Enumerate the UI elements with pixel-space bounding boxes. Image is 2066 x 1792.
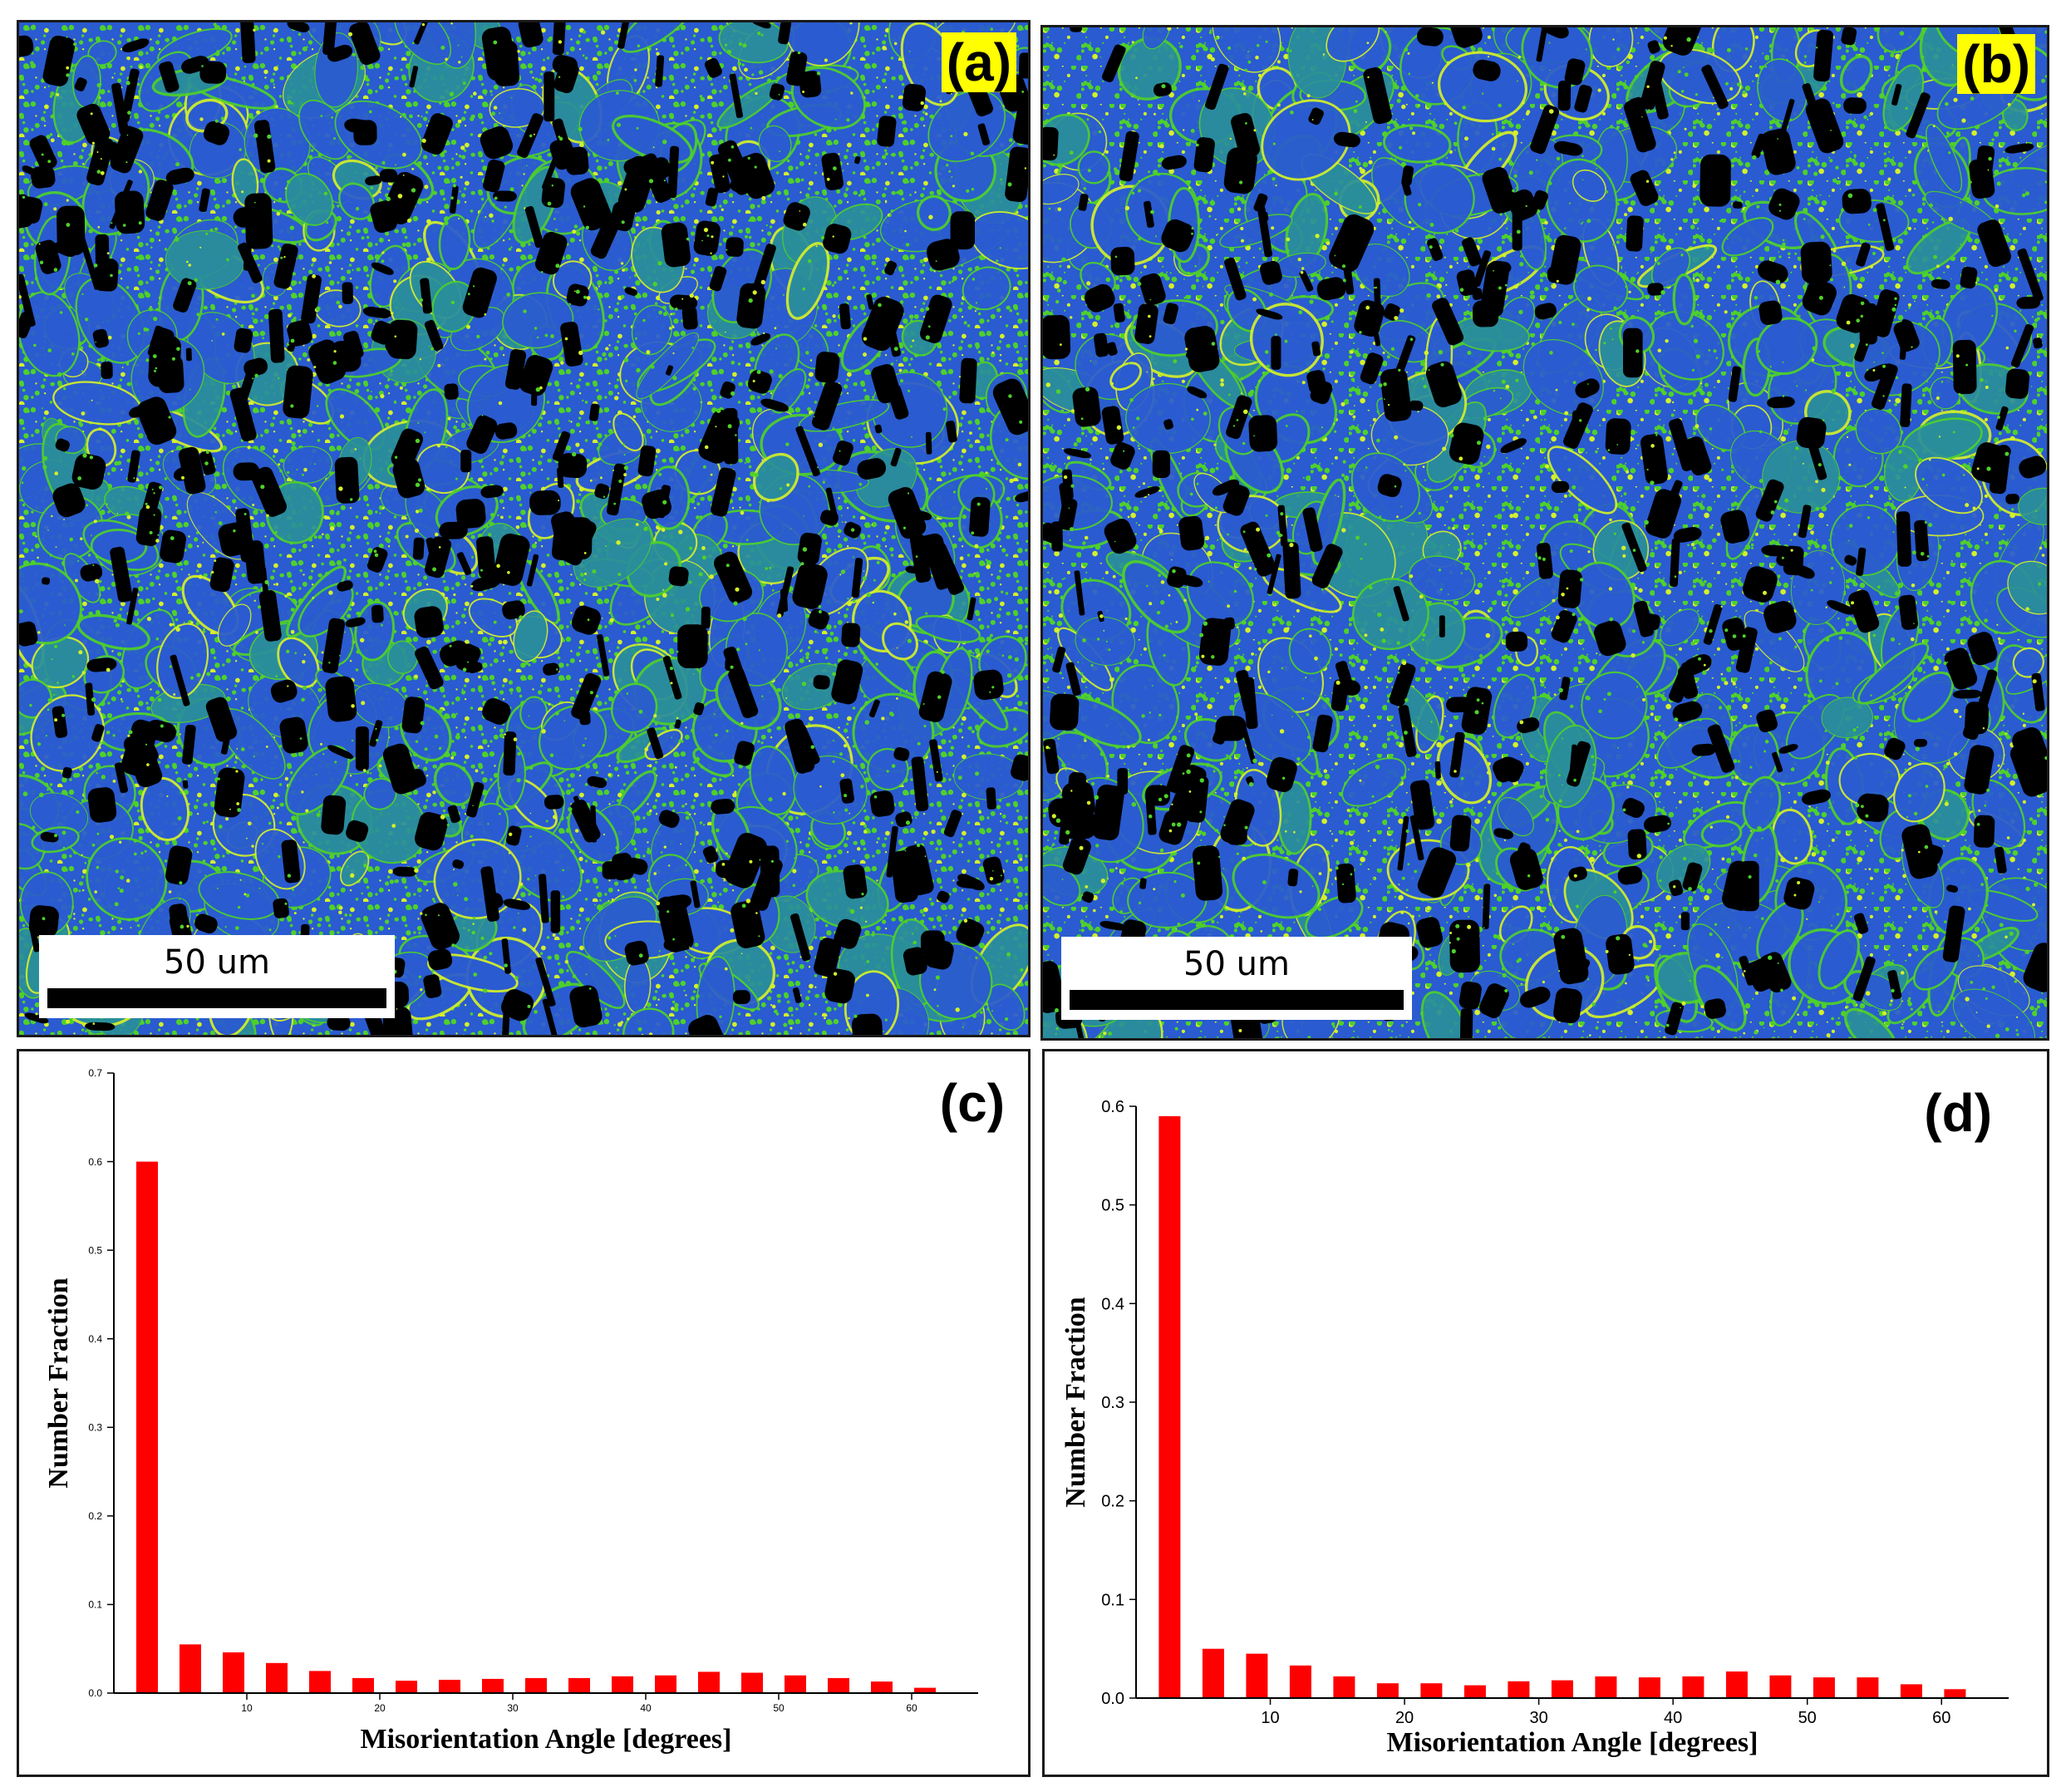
bar [266,1662,288,1693]
x-tick-label: 40 [1664,1709,1682,1727]
bar [1725,1671,1748,1698]
ebsd-map-panel-a: (a) 50 um [17,20,1031,1037]
x-tick-label: 30 [507,1702,519,1714]
bar [1944,1689,1966,1698]
y-tick-label: 0.6 [1101,1098,1124,1116]
x-tick-label: 40 [640,1702,652,1714]
y-tick-label: 0.6 [88,1156,102,1168]
x-axis-title: Misorientation Angle [degrees] [361,1724,732,1755]
bar [223,1652,244,1693]
void-layer [19,22,1028,1035]
x-tick-label: 20 [1395,1709,1414,1727]
x-tick-label: 60 [1932,1709,1950,1727]
bar [180,1644,201,1693]
scale-bar-label-a: 50 um [164,943,270,982]
bar [352,1677,374,1693]
bar [785,1675,806,1693]
bar [1463,1685,1486,1698]
bar [1333,1676,1355,1698]
x-tick-label: 50 [1798,1709,1817,1727]
bar [568,1677,590,1693]
histogram-panel-d: 0.0 0.1 0.2 0.3 0.4 0.5 0.6 10 20 30 40 50 60 Misorie… [1042,1049,2049,1777]
bar [914,1687,936,1693]
histogram-panel-c: 0.0 0.1 0.2 0.3 0.4 0.5 0.6 0.7 10 20 30 40 50 60 Miso… [17,1049,1031,1777]
x-tick-label: 10 [1261,1709,1279,1727]
panel-label-a: (a) [941,32,1016,92]
histogram-chart-d: 0.0 0.1 0.2 0.3 0.4 0.5 0.6 10 20 30 40 50 60 Misorie… [1060,1098,2009,1758]
y-axis-title: Number Fraction [43,1278,74,1488]
y-tick-label: 0.4 [1101,1295,1124,1313]
y-tick-label: 0.4 [88,1333,102,1345]
scale-bar-line-a [47,988,386,1008]
y-tick-label: 0.1 [1101,1591,1124,1609]
panel-label-c: (c) [939,1073,1005,1133]
y-tick-label: 0.1 [88,1599,102,1611]
bars [1158,1115,1966,1698]
bar [655,1675,676,1693]
y-tick-label: 0.2 [88,1510,102,1522]
bars [136,1161,936,1693]
bar [1769,1675,1792,1698]
x-tick-label: 20 [374,1702,386,1714]
y-tick-label: 0.0 [1101,1690,1124,1708]
bar [612,1676,633,1693]
boundary-speckle-layer [19,22,1028,1035]
bar [309,1671,331,1693]
bar [439,1680,460,1693]
bar [1638,1677,1660,1698]
bar [1682,1676,1704,1698]
histogram-chart-c: 0.0 0.1 0.2 0.3 0.4 0.5 0.6 0.7 10 20 30 40 50 60 Miso… [43,1067,978,1755]
x-tick-label: 60 [906,1702,917,1714]
bar [136,1161,158,1693]
bar [1246,1653,1268,1698]
ebsd-map-image-b [1043,27,2047,1038]
bar [1900,1684,1922,1698]
bar [1813,1677,1835,1698]
bar [1857,1677,1879,1698]
y-tick-label: 0.5 [1101,1197,1124,1215]
bar [871,1681,893,1693]
bar [698,1671,720,1693]
bar [525,1677,547,1693]
bar [1158,1115,1181,1698]
panel-label-d: (d) [1924,1083,1992,1143]
scale-bar-a: 50 um [39,935,395,1018]
bar [1508,1681,1530,1698]
y-tick-label: 0.0 [88,1687,102,1699]
bar [1595,1676,1617,1698]
bar [1289,1665,1311,1698]
x-tick-label: 50 [773,1702,785,1714]
bar [1551,1680,1573,1698]
y-tick-label: 0.3 [88,1421,102,1433]
x-axis-title: Misorientation Angle [degrees] [1387,1727,1759,1758]
bar [741,1672,763,1693]
bar [1420,1683,1443,1698]
bar [828,1677,849,1693]
y-tick-label: 0.5 [88,1244,102,1256]
bar [1376,1683,1399,1698]
scale-bar-label-b: 50 um [1183,945,1290,983]
y-tick-label: 0.2 [1101,1493,1124,1511]
y-tick-label: 0.7 [88,1067,102,1079]
y-tick-label: 0.3 [1101,1394,1124,1412]
bar [396,1681,417,1693]
y-axis-title: Number Fraction [1060,1297,1091,1507]
bar [482,1678,504,1693]
bar [1202,1648,1224,1698]
ebsd-map-image-a [19,22,1028,1035]
x-tick-label: 10 [241,1702,253,1714]
panel-label-b: (b) [1957,34,2035,94]
x-tick-label: 30 [1529,1709,1547,1727]
scale-bar-b: 50 um [1061,937,1412,1020]
ebsd-map-panel-b: (b) 50 um [1040,25,2049,1041]
scale-bar-line-b [1070,990,1404,1010]
